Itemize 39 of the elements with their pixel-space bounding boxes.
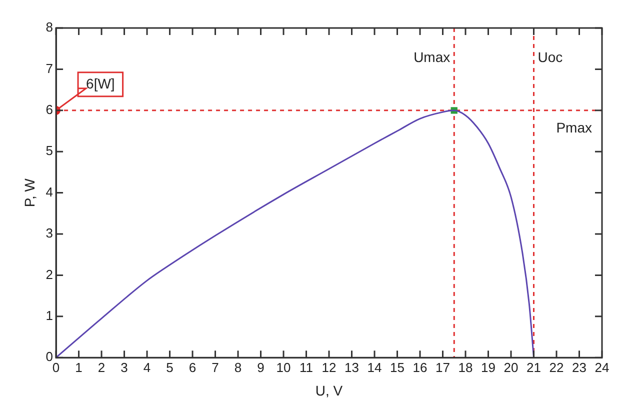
x-tick-label: 6 <box>188 360 196 375</box>
ref-line-label: Uoc <box>538 48 563 65</box>
x-tick-label: 21 <box>526 360 541 375</box>
annotation: 6[W] <box>86 75 115 92</box>
y-axis-title: P, W <box>21 178 38 208</box>
y-tick-label: 8 <box>46 20 54 35</box>
x-tick-label: 16 <box>412 360 428 375</box>
x-tick-label: 10 <box>276 360 291 375</box>
x-axis-title: U, V <box>315 382 344 398</box>
x-tick-label: 23 <box>572 360 586 375</box>
x-tick-label: 22 <box>549 360 564 375</box>
y-tick-label: 5 <box>46 143 54 158</box>
x-tick-label: 13 <box>344 360 359 375</box>
y-tick-label: 1 <box>46 308 54 323</box>
x-tick-label: 17 <box>436 360 450 375</box>
y-tick-label: 4 <box>46 184 54 200</box>
y-tick-label: 0 <box>46 349 54 364</box>
y-tick-label: 6 <box>46 102 54 117</box>
x-tick-label: 2 <box>98 360 106 375</box>
x-tick-label: 4 <box>143 360 151 375</box>
x-tick-label: 11 <box>300 360 314 375</box>
ref-line-label: Pmax <box>556 119 592 136</box>
x-tick-label: 18 <box>458 360 473 375</box>
x-tick-label: 1 <box>75 360 82 375</box>
x-tick-label: 19 <box>481 360 496 375</box>
x-tick-label: 7 <box>212 360 219 375</box>
x-tick-label: 20 <box>504 360 518 375</box>
x-tick-label: 24 <box>594 360 610 375</box>
x-tick-label: 9 <box>257 360 264 375</box>
x-tick-label: 5 <box>166 360 174 375</box>
y-tick-label: 3 <box>46 226 54 241</box>
ref-line-label: Umax <box>414 48 450 65</box>
x-tick-label: 15 <box>390 360 404 375</box>
y-tick-label: 7 <box>46 60 54 76</box>
x-tick-label: 8 <box>234 360 242 375</box>
x-tick-label: 3 <box>120 360 128 375</box>
x-tick-label: 12 <box>322 360 336 375</box>
y-tick-label: 2 <box>46 266 54 282</box>
x-tick-label: 14 <box>367 360 382 375</box>
